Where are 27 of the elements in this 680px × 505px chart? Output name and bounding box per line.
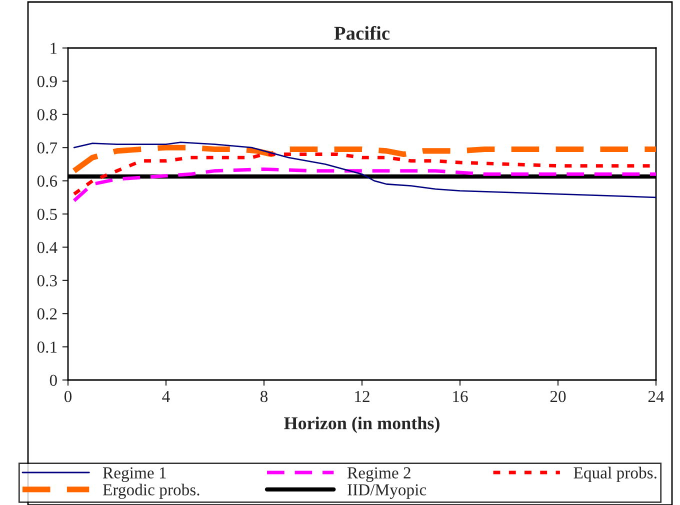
line-series	[73, 142, 656, 198]
x-tick-label: 4	[162, 391, 170, 402]
x-tick-label: 8	[260, 390, 268, 402]
x-tick-label: 16	[453, 390, 468, 402]
line-series	[72, 167, 656, 202]
y-tick-label: 0.1	[37, 342, 57, 353]
y-tick-label: 0.5	[37, 208, 57, 220]
legend-label: Regime 1	[102, 467, 166, 482]
y-tick-label: 0.2	[37, 308, 57, 320]
x-tick-label: 20	[550, 390, 566, 402]
legend-label: IID/Myopic	[348, 484, 426, 499]
x-tick-label: 12	[355, 390, 370, 402]
legend-label: Ergodic probs.	[102, 484, 200, 499]
legend-label: Regime 2	[347, 467, 410, 482]
y-tick-label: 0.6	[37, 176, 58, 187]
y-tick-label: 0.4	[37, 242, 58, 254]
x-tick-label: 24	[648, 390, 664, 402]
y-tick-label: 0.7	[37, 142, 58, 154]
x-tick-label: 0	[64, 390, 72, 402]
y-tick-label: 0.9	[37, 76, 57, 88]
y-tick-label: 0.3	[37, 275, 57, 286]
y-tick-label: 1	[50, 42, 57, 54]
legend-label: Equal probs.	[574, 466, 656, 482]
y-tick-label: 0.8	[37, 109, 57, 120]
y-tick-label: 0	[50, 374, 57, 386]
chart-title: Pacific	[334, 26, 390, 40]
x-axis-title: Horizon (in months)	[284, 416, 440, 434]
